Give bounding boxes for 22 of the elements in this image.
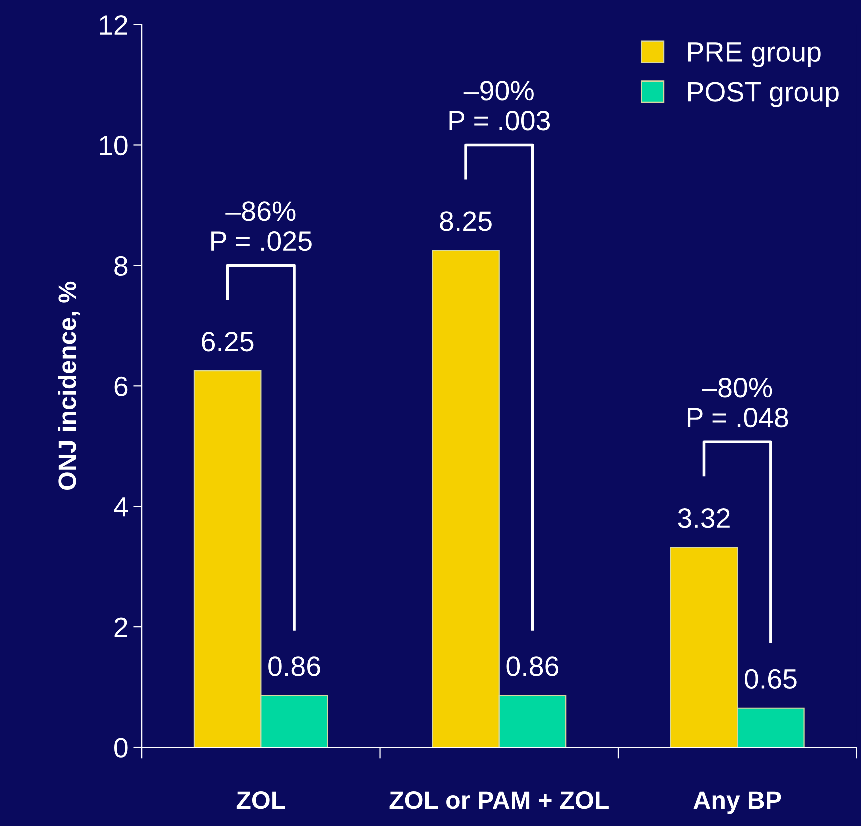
data-label: 8.25 xyxy=(440,212,492,232)
y-tick-label: 8 xyxy=(114,256,128,276)
y-axis-title: ONJ incidence, % xyxy=(58,282,80,490)
data-label: 0.65 xyxy=(744,669,797,689)
x-tick-label: ZOL or PAM + ZOL xyxy=(390,792,609,810)
annotation: –90% P = .003 xyxy=(450,81,550,131)
y-tick-label: 4 xyxy=(114,498,128,517)
x-tick-label: Any BP xyxy=(694,792,782,814)
data-label: 3.32 xyxy=(678,508,730,528)
annotation: –80% P = .048 xyxy=(688,378,788,428)
data-label: 0.86 xyxy=(506,656,559,676)
legend-label: POST group xyxy=(688,82,839,108)
y-tick-label: 2 xyxy=(114,618,128,638)
data-label: 6.25 xyxy=(202,332,254,352)
annotation: –86% P = .025 xyxy=(212,202,312,252)
x-tick-label: ZOL xyxy=(236,792,286,810)
y-tick-label: 12 xyxy=(100,15,128,35)
y-tick-label: 6 xyxy=(114,376,128,396)
y-tick-label: 10 xyxy=(100,136,128,156)
legend-label: PRE group xyxy=(688,42,821,68)
y-tick-label: 0 xyxy=(114,738,128,758)
data-label: 0.86 xyxy=(268,656,320,676)
